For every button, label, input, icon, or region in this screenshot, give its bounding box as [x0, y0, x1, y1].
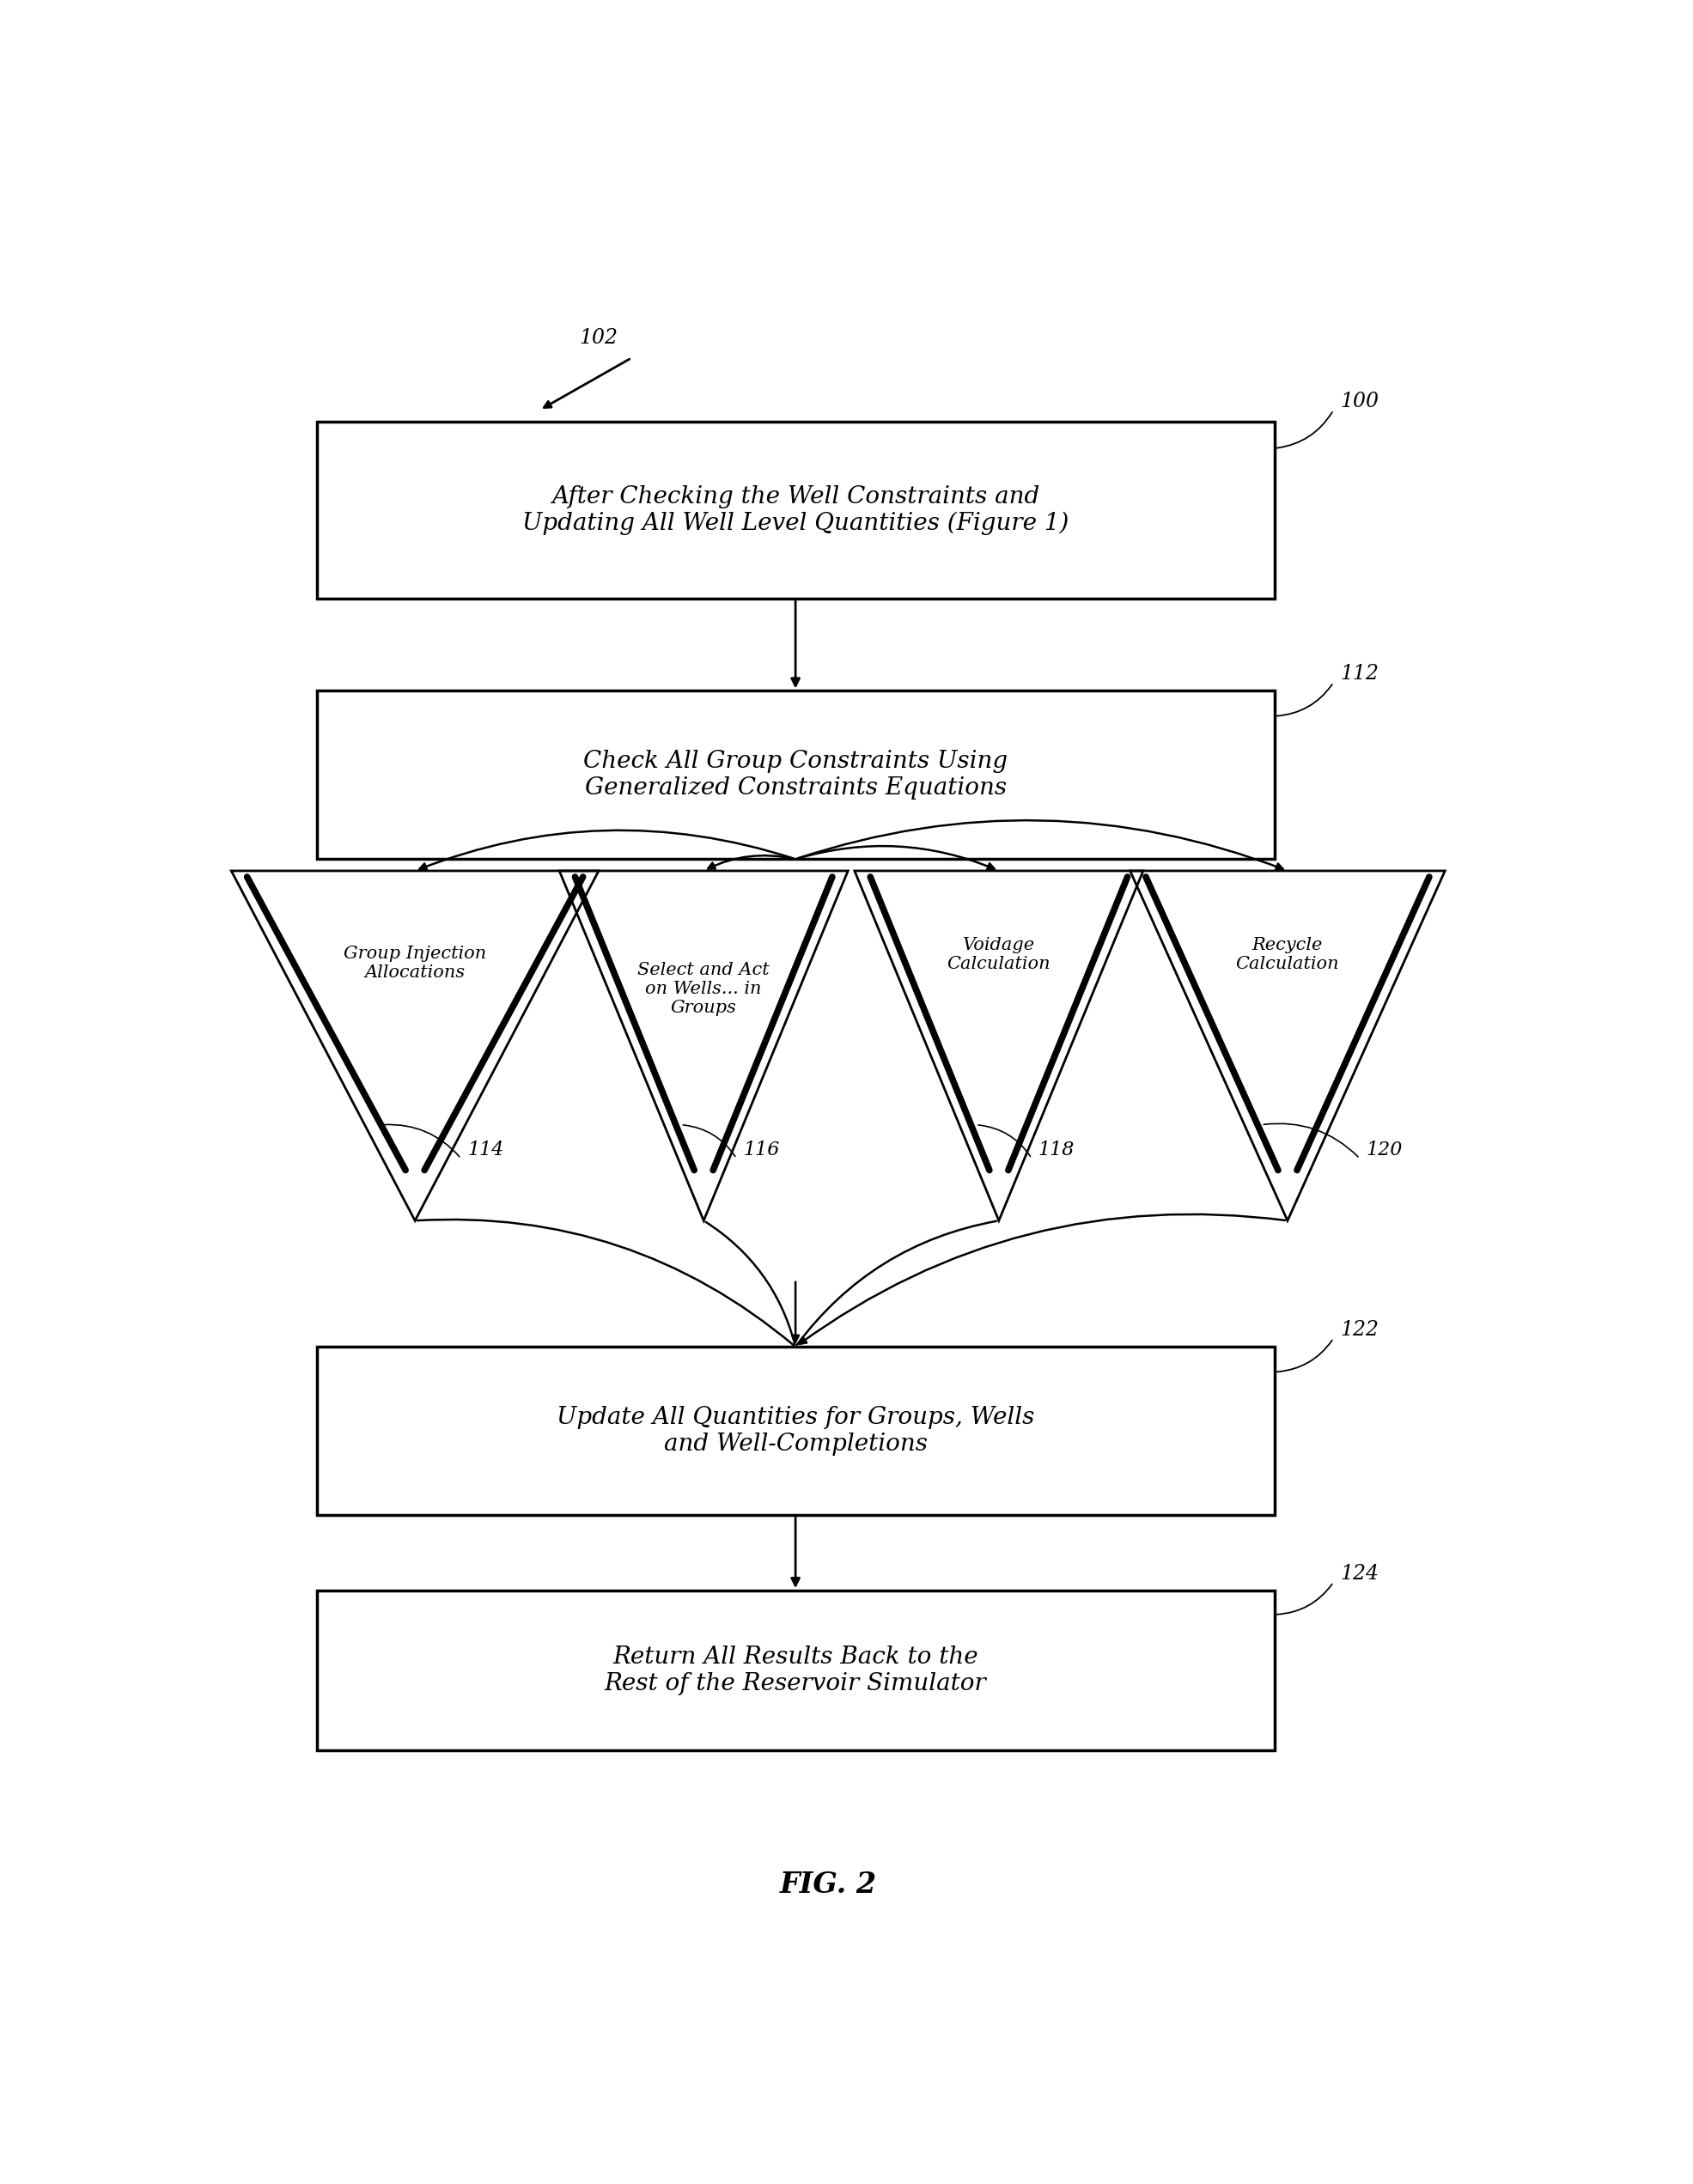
Text: Voidage
Calculation: Voidage Calculation — [946, 937, 1051, 972]
Text: 124: 124 — [1341, 1564, 1378, 1583]
Text: 100: 100 — [1341, 391, 1378, 411]
Text: 116: 116 — [743, 1140, 779, 1160]
Text: 114: 114 — [467, 1140, 505, 1160]
Text: 102: 102 — [579, 328, 618, 347]
Bar — [317, 1348, 1275, 1516]
Bar — [317, 690, 1275, 858]
Text: Group Injection
Allocations: Group Injection Allocations — [344, 946, 486, 981]
Text: FIG. 2: FIG. 2 — [780, 1872, 877, 1900]
Text: 118: 118 — [1038, 1140, 1075, 1160]
Text: Select and Act
on Wells... in
Groups: Select and Act on Wells... in Groups — [638, 961, 770, 1016]
Text: Recycle
Calculation: Recycle Calculation — [1236, 937, 1339, 972]
Bar — [317, 1590, 1275, 1749]
Text: After Checking the Well Constraints and
Updating All Well Level Quantities (Figu: After Checking the Well Constraints and … — [521, 485, 1068, 535]
Bar — [317, 422, 1275, 598]
Text: 122: 122 — [1341, 1319, 1378, 1339]
Text: 112: 112 — [1341, 664, 1378, 684]
Text: Check All Group Constraints Using
Generalized Constraints Equations: Check All Group Constraints Using Genera… — [584, 749, 1007, 799]
Text: Return All Results Back to the
Rest of the Reservoir Simulator: Return All Results Back to the Rest of t… — [604, 1645, 987, 1695]
Text: Update All Quantities for Groups, Wells
and Well-Completions: Update All Quantities for Groups, Wells … — [557, 1406, 1034, 1457]
Text: 120: 120 — [1366, 1140, 1402, 1160]
